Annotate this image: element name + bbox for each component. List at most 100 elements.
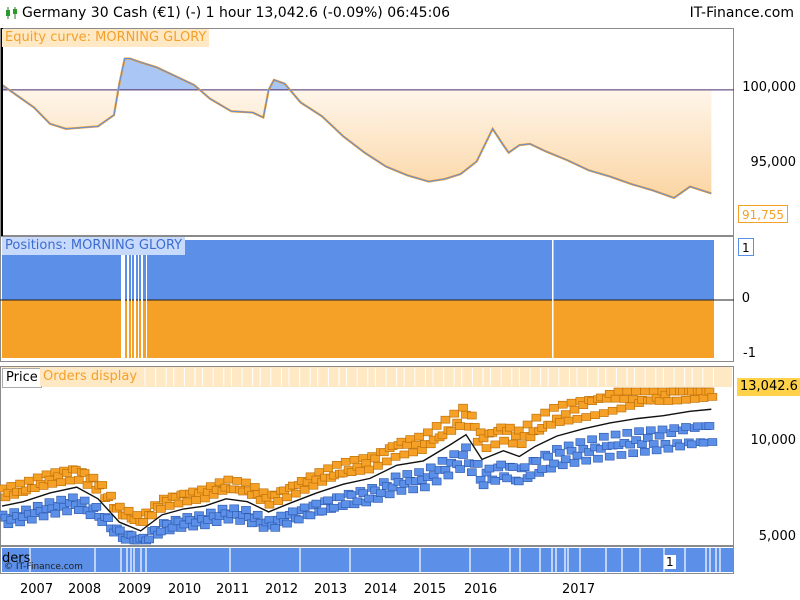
positions-chart[interactable] bbox=[0, 236, 734, 362]
sell-order-box-140 bbox=[408, 448, 418, 457]
sell-order-box-94 bbox=[273, 497, 284, 505]
buy-order-box-222 bbox=[648, 440, 659, 448]
positions-tick-short: -1 bbox=[743, 346, 756, 361]
sell-order-box-6 bbox=[15, 479, 25, 488]
equity-line-inner bbox=[1, 58, 712, 199]
sell-order-box-111 bbox=[323, 464, 333, 473]
buy-order-box-162 bbox=[472, 459, 483, 468]
equity-last-value-badge: 91,755 bbox=[738, 205, 788, 223]
buy-order-box-132 bbox=[384, 490, 395, 499]
buy-order-box-217 bbox=[634, 427, 644, 436]
positions-tick-zero: 0 bbox=[741, 291, 750, 306]
sell-order-box-48 bbox=[138, 518, 149, 526]
sell-order-box-210 bbox=[613, 387, 624, 396]
positions-panel[interactable] bbox=[0, 236, 734, 362]
buy-order-box-199 bbox=[581, 456, 592, 465]
equity-chart[interactable] bbox=[0, 28, 734, 236]
sell-order-box-120 bbox=[349, 456, 360, 464]
positions-gap-7 bbox=[552, 240, 554, 358]
sell-order-box-190 bbox=[555, 418, 565, 426]
sell-order-box-63 bbox=[182, 497, 193, 506]
equity-panel-label[interactable]: Equity curve: MORNING GLORY bbox=[2, 29, 210, 47]
sell-order-box-130 bbox=[379, 448, 389, 457]
x-tick-2009: 2009 bbox=[118, 582, 152, 597]
buy-order-box-215 bbox=[628, 449, 638, 458]
equity-tick-95000: 95,000 bbox=[750, 155, 797, 170]
orders-strip-label: ders bbox=[2, 551, 31, 566]
sell-order-box-31 bbox=[88, 473, 99, 482]
buy-order-box-213 bbox=[622, 428, 633, 437]
positions-gap-6 bbox=[146, 240, 147, 358]
sell-order-box-80 bbox=[232, 477, 242, 485]
buy-order-box-220 bbox=[643, 434, 653, 442]
buy-order-box-22 bbox=[62, 507, 72, 516]
buy-order-box-138 bbox=[402, 470, 413, 478]
sell-order-box-219 bbox=[640, 387, 650, 396]
buy-order-box-172 bbox=[502, 474, 512, 483]
sell-order-box-157 bbox=[458, 403, 468, 412]
sell-order-box-177 bbox=[516, 440, 527, 449]
buy-order-box-219 bbox=[640, 447, 650, 456]
positions-gap-3 bbox=[134, 240, 136, 358]
x-tick-2011: 2011 bbox=[216, 582, 250, 597]
sell-order-box-233 bbox=[681, 395, 691, 404]
buy-order-box-129 bbox=[376, 489, 386, 497]
buy-order-box-154 bbox=[449, 450, 460, 458]
sell-order-box-23 bbox=[65, 476, 75, 485]
sell-order-box-230 bbox=[672, 396, 682, 405]
sell-order-box-60 bbox=[173, 499, 184, 508]
last-price-badge: 13,042.6 bbox=[737, 378, 800, 396]
orders-display-label[interactable]: Orders display bbox=[40, 368, 141, 386]
buy-order-box-97 bbox=[282, 519, 292, 528]
buy-order-box-32 bbox=[91, 503, 102, 511]
buy-order-box-40 bbox=[115, 526, 125, 535]
candlestick-icon[interactable] bbox=[5, 6, 19, 20]
x-tick-2015: 2015 bbox=[413, 582, 447, 597]
sell-order-box-40 bbox=[115, 502, 125, 511]
price-tick-10000: 10,000 bbox=[750, 433, 797, 448]
buy-order-box-205 bbox=[599, 432, 609, 441]
sell-order-box-205 bbox=[599, 409, 609, 417]
sell-order-box-54 bbox=[156, 505, 166, 513]
sell-order-box-20 bbox=[56, 478, 66, 487]
price-panel-label[interactable]: Price bbox=[2, 368, 42, 388]
sell-order-box-97 bbox=[282, 493, 292, 502]
sell-order-box-188 bbox=[549, 404, 559, 412]
buy-order-box-168 bbox=[490, 477, 501, 485]
position-short-bar bbox=[2, 300, 714, 358]
buy-order-box-10 bbox=[27, 515, 37, 524]
buy-order-box-160 bbox=[467, 468, 477, 477]
positions-panel-label[interactable]: Positions: MORNING GLORY bbox=[2, 237, 186, 255]
buy-order-box-221 bbox=[645, 426, 656, 435]
orders-strip-chart[interactable] bbox=[0, 546, 734, 574]
buy-order-box-16 bbox=[44, 498, 55, 506]
sell-order-box-151 bbox=[440, 415, 451, 424]
buy-order-box-174 bbox=[508, 463, 518, 471]
buy-order-box-242 bbox=[707, 438, 718, 446]
sell-order-box-51 bbox=[147, 511, 157, 520]
sell-order-box-213 bbox=[622, 387, 633, 396]
x-tick-2012: 2012 bbox=[265, 582, 299, 597]
buy-order-box-197 bbox=[575, 438, 586, 446]
positions-gap-2 bbox=[131, 240, 132, 358]
buy-order-box-225 bbox=[657, 425, 668, 434]
buy-order-box-237 bbox=[692, 422, 703, 431]
equity-panel[interactable] bbox=[0, 28, 734, 236]
price-chart[interactable] bbox=[0, 366, 734, 546]
positions-gap-5 bbox=[141, 240, 143, 358]
buy-order-box-142 bbox=[414, 468, 424, 476]
buy-order-box-87 bbox=[252, 510, 263, 519]
positions-tick-long: 1 bbox=[738, 238, 754, 256]
buy-order-box-30 bbox=[85, 511, 96, 520]
sell-order-box-86 bbox=[249, 483, 260, 491]
sell-order-box-153 bbox=[446, 427, 457, 435]
price-panel[interactable] bbox=[0, 366, 734, 546]
buy-order-box-200 bbox=[584, 448, 594, 456]
sell-order-box-164 bbox=[478, 434, 489, 443]
buy-order-box-140 bbox=[408, 485, 418, 494]
buy-order-box-26 bbox=[73, 506, 84, 514]
sell-order-box-227 bbox=[663, 397, 674, 405]
sell-order-box-66 bbox=[191, 496, 201, 504]
sell-order-box-191 bbox=[557, 400, 568, 409]
sell-order-box-145 bbox=[423, 428, 433, 437]
